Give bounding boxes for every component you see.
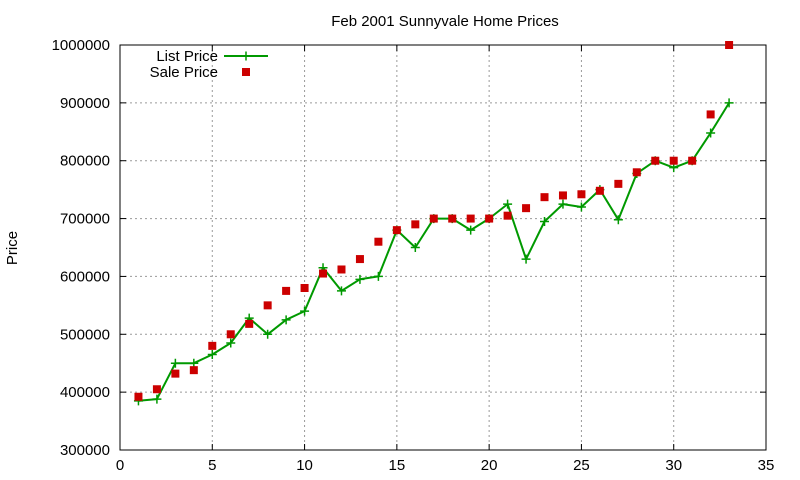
data-point-sale-price [448, 214, 457, 223]
data-point-sale-price [706, 110, 715, 119]
data-point-sale-price [226, 330, 235, 339]
data-point-sale-price [152, 385, 161, 394]
data-point-sale-price [485, 214, 494, 223]
data-point-sale-price [503, 211, 512, 220]
data-point-list-price [613, 215, 623, 225]
data-point-list-price [576, 202, 586, 212]
data-point-sale-price [614, 179, 623, 188]
legend-marker-list-price [241, 51, 251, 61]
data-point-sale-price [134, 392, 143, 401]
x-tick-label: 5 [208, 457, 216, 474]
legend-label-sale-price: Sale Price [150, 64, 218, 81]
data-series [133, 41, 734, 406]
y-tick-label: 700000 [60, 211, 110, 228]
y-tick-label: 800000 [60, 153, 110, 170]
data-point-sale-price [577, 190, 586, 199]
y-tick-label: 300000 [60, 442, 110, 459]
data-point-sale-price [411, 220, 420, 229]
series-sale-price [134, 41, 734, 401]
data-point-sale-price [263, 301, 272, 310]
x-tick-label: 15 [389, 457, 406, 474]
data-point-list-price [503, 199, 513, 209]
y-tick-label: 600000 [60, 268, 110, 285]
chart-title: Feb 2001 Sunnyvale Home Prices [331, 13, 559, 30]
data-point-list-price [373, 271, 383, 281]
series-list-price [133, 98, 734, 406]
data-point-list-price [152, 394, 162, 404]
data-point-list-price [355, 274, 365, 284]
x-tick-label: 35 [758, 457, 775, 474]
legend-marker-sale-price [242, 68, 250, 76]
axis-ticks [119, 44, 767, 451]
data-point-sale-price [429, 214, 438, 223]
data-point-sale-price [558, 191, 567, 200]
data-point-list-price [207, 350, 217, 360]
y-axis-label: Price [4, 231, 21, 265]
data-point-sale-price [392, 226, 401, 235]
data-point-sale-price [171, 369, 180, 378]
data-point-sale-price [245, 319, 254, 328]
data-point-list-price [540, 216, 550, 226]
y-tick-label: 500000 [60, 326, 110, 343]
x-tick-label: 30 [665, 457, 682, 474]
x-tick-label: 20 [481, 457, 498, 474]
legend: List Price Sale Price [150, 48, 268, 81]
x-tick-label: 10 [296, 457, 313, 474]
data-point-list-price [226, 338, 236, 348]
data-point-sale-price [282, 286, 291, 295]
plot-frame [119, 44, 767, 451]
x-tick-label: 0 [116, 457, 124, 474]
data-point-sale-price [669, 156, 678, 165]
y-tick-label: 400000 [60, 384, 110, 401]
y-tick-label: 900000 [60, 95, 110, 112]
data-point-sale-price [522, 204, 531, 213]
data-point-sale-price [651, 156, 660, 165]
tick-labels: 0 5 10 15 20 25 30 35 300000 400000 500000 600000 70… [52, 37, 775, 474]
data-point-list-price [521, 254, 531, 264]
data-point-sale-price [374, 237, 383, 246]
legend-label-list-price: List Price [156, 48, 218, 65]
data-point-sale-price [595, 186, 604, 195]
data-point-sale-price [540, 193, 549, 202]
data-point-list-price [281, 315, 291, 325]
data-point-sale-price [337, 265, 346, 274]
data-point-sale-price [632, 168, 641, 177]
data-point-list-price [410, 243, 420, 252]
data-point-list-price [170, 358, 180, 368]
grid-lines [120, 45, 766, 450]
data-point-list-price [724, 98, 734, 108]
data-point-sale-price [688, 156, 697, 165]
data-point-sale-price [725, 41, 734, 49]
data-point-list-price [263, 329, 273, 339]
data-point-list-price [558, 199, 568, 209]
data-point-sale-price [208, 341, 217, 350]
series-line-list-price [138, 102, 730, 402]
data-point-sale-price [355, 255, 364, 264]
data-point-sale-price [466, 214, 475, 223]
data-point-sale-price [300, 284, 309, 292]
y-tick-label: 1000000 [52, 37, 110, 54]
legend-entry-sale-price: Sale Price [150, 64, 250, 81]
data-point-list-price [300, 306, 310, 316]
data-point-sale-price [319, 269, 328, 278]
data-point-sale-price [189, 366, 198, 375]
data-point-list-price [336, 286, 346, 296]
legend-entry-list-price: List Price [156, 48, 268, 65]
data-point-list-price [466, 225, 476, 235]
data-point-list-price [706, 128, 716, 138]
x-tick-label: 25 [573, 457, 590, 474]
